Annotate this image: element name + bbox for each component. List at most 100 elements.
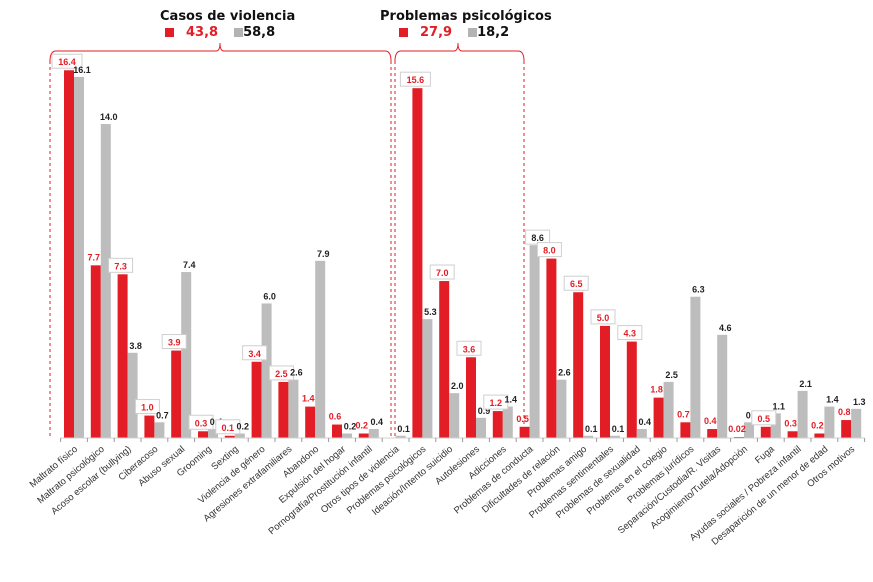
data-label-gray: 2.6 [290, 368, 303, 378]
bar-red [466, 357, 476, 438]
data-label-box [134, 399, 160, 415]
data-label-red: 3.9 [168, 338, 181, 348]
data-label-gray: 5.3 [424, 307, 437, 317]
bracket-casos-de-violencia [49, 42, 392, 438]
data-label-gray: 7.4 [183, 260, 196, 270]
bar-gray [797, 390, 808, 438]
legend-value-gray: 58,8 [243, 25, 276, 40]
bar-red [224, 435, 235, 438]
bar-red [171, 350, 182, 438]
bar-gray [100, 124, 111, 438]
data-label-gray: 6.0 [263, 291, 276, 301]
data-label-red: 0.8 [838, 407, 851, 417]
data-label-gray: 7.9 [317, 249, 330, 259]
data-label-red: 0.3 [784, 418, 797, 428]
data-label-box [617, 325, 643, 341]
data-label-gray: 0.4 [639, 417, 652, 427]
data-label-red: 2.5 [275, 369, 288, 379]
legend-swatch-gray [468, 28, 478, 37]
bar-gray [476, 417, 486, 438]
data-label-gray: 2.0 [451, 381, 464, 391]
legend-title-violencia: Casos de violencia [160, 9, 296, 24]
bar-red [546, 258, 557, 438]
bar-gray [770, 413, 781, 438]
bar-gray [181, 272, 192, 438]
data-label-red: 0.4 [704, 416, 717, 426]
data-label-gray: 0.2 [344, 422, 357, 432]
bar-gray [154, 422, 165, 438]
legend-swatch-red [165, 28, 174, 37]
data-label-box [456, 340, 482, 356]
data-label-gray: 3.8 [129, 341, 142, 351]
data-label-gray: 4.6 [719, 323, 732, 333]
data-label-red: 0.1 [222, 423, 235, 433]
data-labels-layer: 16.416.17.714.07.33.81.00.73.97.40.30.40… [51, 53, 866, 435]
legend-swatch-red [399, 28, 408, 37]
group-brackets [49, 42, 525, 438]
bar-red [251, 361, 262, 438]
data-label-red: 0.6 [329, 412, 342, 422]
bar-red [64, 70, 74, 438]
data-label-red: 0.2 [811, 421, 824, 431]
data-label-box [242, 345, 268, 361]
bar-red [90, 265, 101, 438]
bar-red [492, 411, 503, 438]
data-label-gray: 0.1 [585, 424, 598, 434]
bar-red [600, 325, 610, 438]
data-label-red: 0.5 [516, 414, 529, 424]
bar-red [117, 274, 128, 438]
data-label-gray: 1.3 [853, 397, 866, 407]
data-label-box [188, 414, 214, 430]
bar-gray [208, 429, 218, 438]
bar-red [198, 431, 208, 438]
legend-values-violencia: 43,8 58,8 [165, 25, 275, 40]
bar-gray [636, 429, 647, 438]
data-label-red: 3.4 [248, 349, 261, 359]
data-label-gray: 14.0 [100, 112, 118, 122]
bar-red [841, 420, 852, 438]
bar-gray [824, 406, 835, 438]
legend-title-psicologicos: Problemas psicológicos [380, 9, 552, 24]
data-label-red: 1.2 [490, 398, 503, 408]
bar-red [412, 88, 423, 438]
bar-red [814, 433, 825, 438]
bracket-line [49, 42, 392, 62]
bar-gray [288, 379, 299, 438]
data-label-box [536, 242, 562, 258]
data-label-red: 7.7 [88, 252, 101, 262]
data-label-red: 7.3 [114, 261, 127, 271]
bar-gray [422, 319, 433, 438]
data-label-box [108, 257, 134, 273]
data-label-box [751, 410, 777, 426]
data-label-gray: 8.6 [531, 233, 544, 243]
data-label-gray: 0.1 [397, 424, 410, 434]
bar-red [680, 422, 691, 438]
data-label-box [161, 334, 187, 350]
bar-gray [342, 433, 352, 438]
data-label-red: 7.0 [436, 268, 449, 278]
data-label-gray: 16.1 [73, 65, 91, 75]
legend-values-psicologicos: 27,9 18,2 [399, 25, 509, 40]
bar-gray [315, 260, 326, 438]
bar-gray [610, 435, 620, 438]
bar-gray [368, 429, 379, 438]
data-label-red: 4.3 [624, 329, 637, 339]
bar-gray [690, 296, 701, 438]
legend-value-gray: 18,2 [477, 25, 510, 40]
bar-red [144, 415, 155, 438]
data-label-gray: 0.2 [237, 422, 250, 432]
bar-gray [529, 245, 540, 438]
bar-gray [717, 334, 728, 438]
data-label-red: 0.02 [728, 424, 746, 434]
data-label-gray: 1.1 [773, 401, 786, 411]
data-label-red: 0.3 [195, 418, 208, 428]
data-label-red: 6.5 [570, 279, 583, 289]
bar-gray [449, 393, 460, 438]
bar-gray [744, 422, 754, 438]
bar-red [278, 381, 289, 438]
data-label-red: 0.2 [356, 421, 369, 431]
data-label-gray: 2.5 [665, 370, 678, 380]
data-label-red: 15.6 [407, 75, 425, 85]
